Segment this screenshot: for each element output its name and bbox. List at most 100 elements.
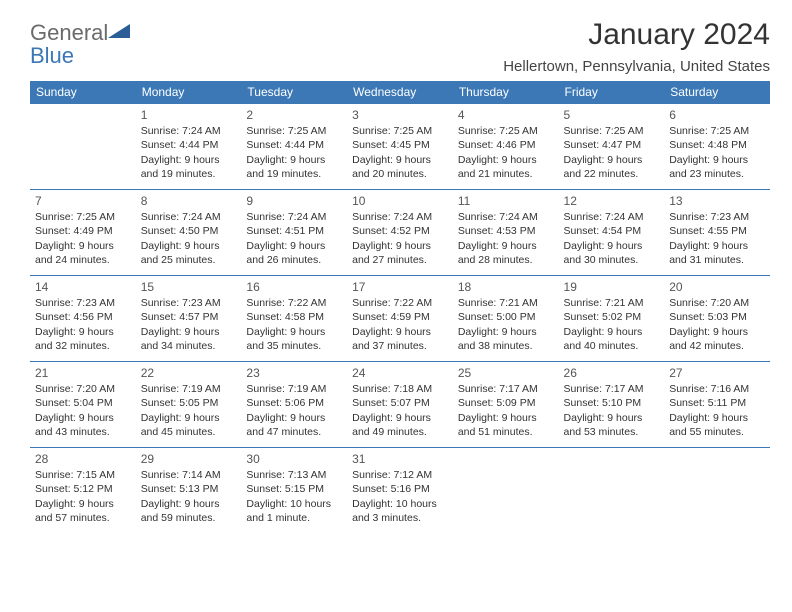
day-number: 14 [35,279,131,295]
sunset-line: Sunset: 5:09 PM [458,396,554,410]
sunset-line: Sunset: 4:54 PM [564,224,660,238]
sunrise-line: Sunrise: 7:24 AM [141,124,237,138]
weekday-header: Saturday [664,81,770,104]
daylight-line: and 42 minutes. [669,339,765,353]
weekday-header: Wednesday [347,81,453,104]
sunset-line: Sunset: 4:57 PM [141,310,237,324]
daylight-line: and 1 minute. [246,511,342,525]
sunset-line: Sunset: 4:45 PM [352,138,448,152]
calendar-day-cell: 15Sunrise: 7:23 AMSunset: 4:57 PMDayligh… [136,276,242,362]
daylight-line: Daylight: 9 hours [352,153,448,167]
calendar-day-cell: 30Sunrise: 7:13 AMSunset: 5:15 PMDayligh… [241,448,347,534]
calendar-day-cell: 27Sunrise: 7:16 AMSunset: 5:11 PMDayligh… [664,362,770,448]
calendar-day-cell: 17Sunrise: 7:22 AMSunset: 4:59 PMDayligh… [347,276,453,362]
sunrise-line: Sunrise: 7:19 AM [246,382,342,396]
sunset-line: Sunset: 5:00 PM [458,310,554,324]
daylight-line: Daylight: 9 hours [564,153,660,167]
daylight-line: Daylight: 9 hours [352,325,448,339]
day-number: 5 [564,107,660,123]
daylight-line: and 57 minutes. [35,511,131,525]
daylight-line: Daylight: 9 hours [564,325,660,339]
daylight-line: and 40 minutes. [564,339,660,353]
title-month: January 2024 [503,18,770,52]
calendar-empty-cell [559,448,665,534]
daylight-line: Daylight: 9 hours [669,153,765,167]
daylight-line: and 32 minutes. [35,339,131,353]
daylight-line: and 51 minutes. [458,425,554,439]
calendar-day-cell: 4Sunrise: 7:25 AMSunset: 4:46 PMDaylight… [453,104,559,190]
calendar-day-cell: 2Sunrise: 7:25 AMSunset: 4:44 PMDaylight… [241,104,347,190]
sunrise-line: Sunrise: 7:21 AM [564,296,660,310]
sunrise-line: Sunrise: 7:15 AM [35,468,131,482]
daylight-line: Daylight: 9 hours [141,497,237,511]
day-number: 26 [564,365,660,381]
sunrise-line: Sunrise: 7:17 AM [458,382,554,396]
calendar-day-cell: 5Sunrise: 7:25 AMSunset: 4:47 PMDaylight… [559,104,665,190]
calendar-day-cell: 28Sunrise: 7:15 AMSunset: 5:12 PMDayligh… [30,448,136,534]
sunset-line: Sunset: 4:52 PM [352,224,448,238]
calendar-day-cell: 3Sunrise: 7:25 AMSunset: 4:45 PMDaylight… [347,104,453,190]
daylight-line: Daylight: 9 hours [35,411,131,425]
calendar-day-cell: 29Sunrise: 7:14 AMSunset: 5:13 PMDayligh… [136,448,242,534]
daylight-line: and 20 minutes. [352,167,448,181]
sunset-line: Sunset: 5:10 PM [564,396,660,410]
sunrise-line: Sunrise: 7:23 AM [669,210,765,224]
day-number: 21 [35,365,131,381]
day-number: 19 [564,279,660,295]
day-number: 15 [141,279,237,295]
calendar-day-cell: 11Sunrise: 7:24 AMSunset: 4:53 PMDayligh… [453,190,559,276]
daylight-line: Daylight: 9 hours [669,325,765,339]
logo-triangle-icon [108,22,130,40]
weekday-header: Monday [136,81,242,104]
daylight-line: and 31 minutes. [669,253,765,267]
sunrise-line: Sunrise: 7:18 AM [352,382,448,396]
day-number: 23 [246,365,342,381]
sunset-line: Sunset: 5:06 PM [246,396,342,410]
calendar-table: SundayMondayTuesdayWednesdayThursdayFrid… [30,81,770,534]
daylight-line: Daylight: 9 hours [564,239,660,253]
sunset-line: Sunset: 4:58 PM [246,310,342,324]
day-number: 20 [669,279,765,295]
sunset-line: Sunset: 5:07 PM [352,396,448,410]
calendar-empty-cell [453,448,559,534]
daylight-line: and 24 minutes. [35,253,131,267]
day-number: 1 [141,107,237,123]
day-number: 16 [246,279,342,295]
sunset-line: Sunset: 5:15 PM [246,482,342,496]
brand-word-1: General [30,20,108,45]
daylight-line: Daylight: 9 hours [141,411,237,425]
header: General Blue January 2024 Hellertown, Pe… [30,18,770,75]
weekday-header: Sunday [30,81,136,104]
weekday-header: Friday [559,81,665,104]
calendar-empty-cell [30,104,136,190]
calendar-week-row: 21Sunrise: 7:20 AMSunset: 5:04 PMDayligh… [30,362,770,448]
daylight-line: Daylight: 9 hours [352,239,448,253]
daylight-line: and 21 minutes. [458,167,554,181]
daylight-line: Daylight: 9 hours [141,153,237,167]
day-number: 17 [352,279,448,295]
sunset-line: Sunset: 4:44 PM [246,138,342,152]
sunrise-line: Sunrise: 7:19 AM [141,382,237,396]
calendar-day-cell: 22Sunrise: 7:19 AMSunset: 5:05 PMDayligh… [136,362,242,448]
daylight-line: and 23 minutes. [669,167,765,181]
day-number: 30 [246,451,342,467]
sunrise-line: Sunrise: 7:20 AM [669,296,765,310]
day-number: 27 [669,365,765,381]
sunset-line: Sunset: 4:59 PM [352,310,448,324]
daylight-line: and 28 minutes. [458,253,554,267]
sunset-line: Sunset: 4:51 PM [246,224,342,238]
sunset-line: Sunset: 5:12 PM [35,482,131,496]
day-number: 31 [352,451,448,467]
calendar-day-cell: 24Sunrise: 7:18 AMSunset: 5:07 PMDayligh… [347,362,453,448]
daylight-line: and 3 minutes. [352,511,448,525]
sunset-line: Sunset: 4:49 PM [35,224,131,238]
sunset-line: Sunset: 4:56 PM [35,310,131,324]
daylight-line: and 22 minutes. [564,167,660,181]
calendar-day-cell: 18Sunrise: 7:21 AMSunset: 5:00 PMDayligh… [453,276,559,362]
title-block: January 2024 Hellertown, Pennsylvania, U… [503,18,770,75]
daylight-line: Daylight: 9 hours [352,411,448,425]
sunset-line: Sunset: 5:16 PM [352,482,448,496]
sunset-line: Sunset: 4:46 PM [458,138,554,152]
sunrise-line: Sunrise: 7:24 AM [141,210,237,224]
daylight-line: Daylight: 9 hours [564,411,660,425]
